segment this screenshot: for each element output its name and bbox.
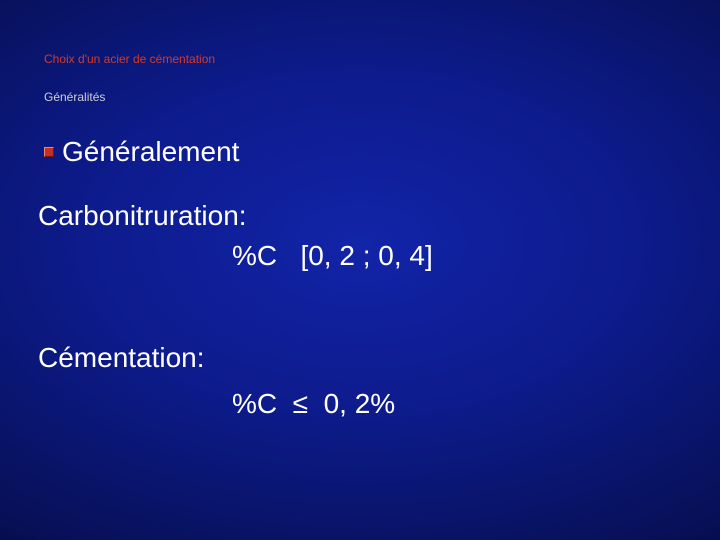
body-line-3: Cémentation: <box>38 342 205 374</box>
header-title: Choix d'un acier de cémentation <box>44 52 215 66</box>
header-subtitle: Généralités <box>44 90 105 104</box>
body-line-1: Carbonitruration: <box>38 200 247 232</box>
body-line-4: %C ≤ 0, 2% <box>232 388 395 420</box>
bullet-row: Généralement <box>44 136 239 168</box>
bullet-text: Généralement <box>62 136 239 168</box>
square-bullet-icon <box>44 147 54 157</box>
body-line-2: %C [0, 2 ; 0, 4] <box>232 240 433 272</box>
slide: Choix d'un acier de cémentation Générali… <box>0 0 720 540</box>
